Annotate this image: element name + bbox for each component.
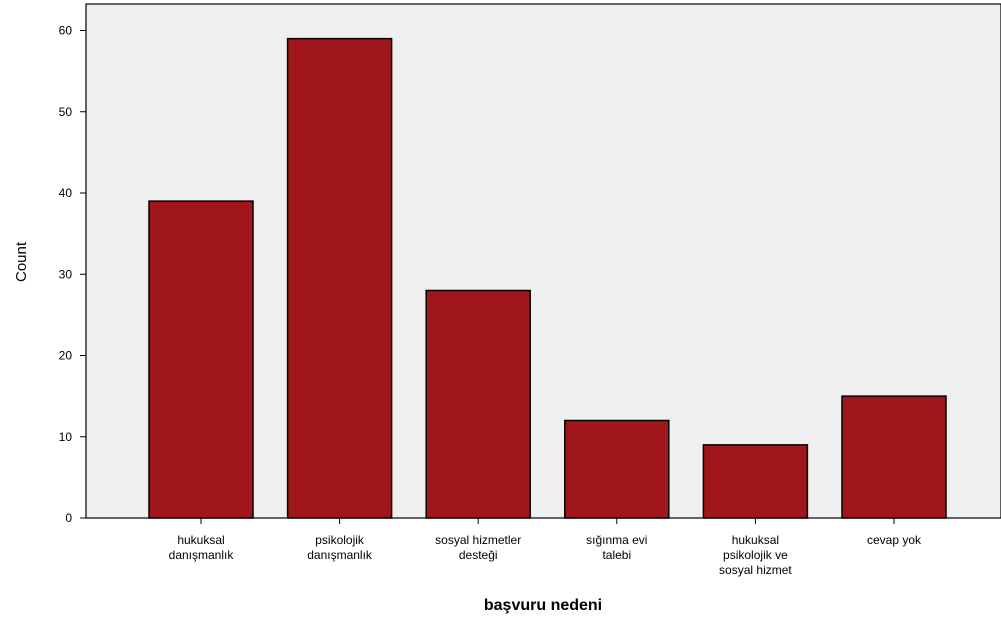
bar [148, 200, 254, 519]
y-tick-label: 50 [59, 105, 73, 119]
x-tick-label: talebi [602, 548, 631, 562]
bars-group [148, 37, 947, 519]
y-tick-label: 20 [59, 349, 73, 363]
x-tick-label: sığınma evi [586, 533, 647, 547]
x-tick-label: hukuksal [177, 533, 224, 547]
x-tick-label: psikolojik [315, 533, 365, 547]
x-tick-label: desteği [459, 548, 498, 562]
x-tick-label: danışmanlık [307, 548, 373, 562]
y-tick-label: 40 [59, 186, 73, 200]
y-tick-label: 10 [59, 430, 73, 444]
x-tick-label: cevap yok [867, 533, 922, 547]
x-tick-label: danışmanlık [169, 548, 235, 562]
x-axis-title: başvuru nedeni [484, 597, 602, 614]
y-tick-label: 30 [59, 267, 73, 281]
y-tick-label: 0 [65, 511, 72, 525]
bar [564, 419, 670, 519]
bar [425, 289, 531, 519]
x-tick-label: sosyal hizmetler [435, 533, 521, 547]
x-axis: hukuksaldanışmanlıkpsikolojikdanışmanlık… [169, 518, 922, 577]
bar [286, 37, 393, 519]
y-tick-label: 60 [59, 24, 73, 38]
bar [702, 444, 809, 519]
x-tick-label: psikolojik ve [723, 548, 788, 562]
bar [841, 395, 947, 519]
x-tick-label: hukuksal [732, 533, 779, 547]
x-tick-label: sosyal hizmet [719, 563, 792, 577]
y-axis: 0 10 20 30 40 50 60 [59, 24, 86, 525]
y-axis-title: Count [13, 241, 30, 282]
